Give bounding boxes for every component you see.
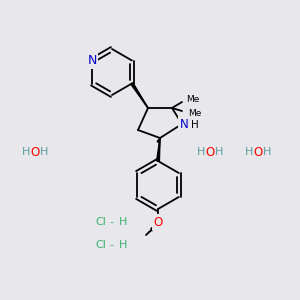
- Text: H: H: [215, 147, 223, 157]
- Text: H: H: [191, 120, 199, 130]
- Text: H: H: [197, 147, 205, 157]
- Text: H: H: [245, 147, 253, 157]
- Text: O: O: [153, 215, 163, 229]
- Text: H: H: [263, 147, 271, 157]
- Polygon shape: [131, 83, 148, 108]
- Text: H: H: [119, 217, 128, 227]
- Text: methoxy: methoxy: [148, 231, 154, 232]
- Text: H: H: [40, 147, 48, 157]
- Polygon shape: [157, 138, 160, 142]
- Text: O: O: [254, 146, 262, 158]
- Text: Me: Me: [188, 109, 201, 118]
- Text: O: O: [206, 146, 214, 158]
- Text: O: O: [30, 146, 40, 158]
- Text: H: H: [22, 147, 30, 157]
- Polygon shape: [157, 138, 160, 161]
- Text: N: N: [180, 118, 188, 130]
- Text: H: H: [119, 240, 128, 250]
- Text: Me: Me: [186, 95, 200, 104]
- Text: Cl: Cl: [95, 240, 106, 250]
- Text: N: N: [87, 54, 97, 67]
- Text: -: -: [109, 217, 113, 227]
- Text: Cl: Cl: [95, 217, 106, 227]
- Text: -: -: [109, 240, 113, 250]
